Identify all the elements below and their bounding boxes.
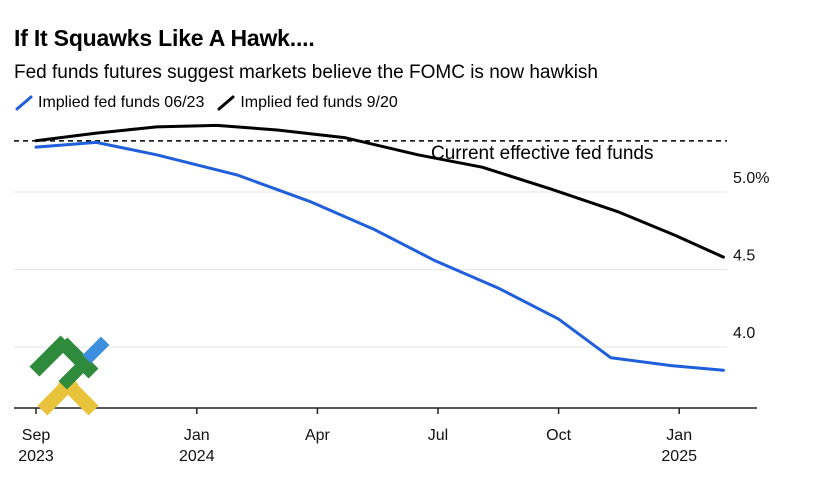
legend-item-series-2: Implied fed funds 9/20 [216,94,398,112]
legend-label-series-2: Implied fed funds 9/20 [240,94,398,111]
legend-swatch-blue-icon [15,95,33,111]
x-tick-year-label-1: 2024 [179,448,215,465]
legend-label-series-1: Implied fed funds 06/23 [38,94,205,111]
x-tick-label-0: Sep [22,427,51,444]
chart-subtitle: Fed funds futures suggest markets believ… [14,62,598,83]
series-line-1 [34,140,725,372]
series-lines [34,123,725,372]
reference-line-group: Current effective fed funds [14,140,727,164]
x-tick-label-3: Jul [428,427,448,444]
x-tick-year-label-0: 2023 [18,448,54,465]
chart-legend: Implied fed funds 06/23 Implied fed fund… [14,94,410,112]
x-tick-label-2: Apr [305,427,331,444]
x-tick-year-label-5: 2025 [661,448,697,465]
series-line-2 [34,123,725,259]
y-tick-label-1: 4.5 [733,248,755,265]
y-tick-label-2: 4.0 [733,325,755,342]
reference-line-label: Current effective fed funds [431,143,654,164]
y-tick-label-0: 5.0% [733,170,769,187]
y-axis-labels: 5.0% 4.5 4.0 [733,170,769,342]
brand-logo-icon [29,335,110,416]
legend-item-series-1: Implied fed funds 06/23 [14,94,204,112]
chart-title: If It Squawks Like A Hawk.... [14,25,315,51]
x-tick-label-4: Oct [546,427,571,444]
x-axis: Sep 2023 Jan 2024 Apr Jul Oct Jan 2025 [14,407,757,465]
x-tick-label-5: Jan [666,427,692,444]
x-tick-label-1: Jan [184,427,210,444]
legend-swatch-black-icon [217,95,235,111]
grid-lines [14,191,727,348]
